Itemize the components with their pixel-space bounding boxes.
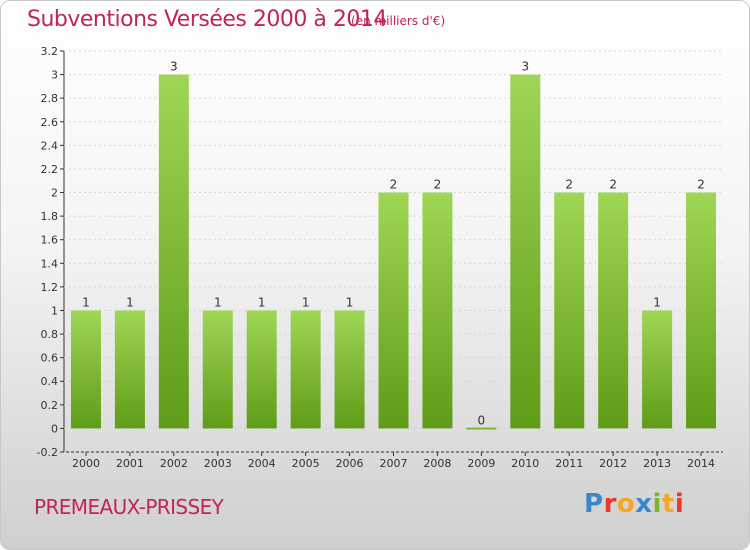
- y-tick-label: 1.8: [41, 210, 59, 223]
- y-tick-label: 1.4: [41, 257, 59, 270]
- x-tick-label: 2005: [292, 457, 320, 470]
- bar-value-label: 2: [697, 178, 705, 192]
- y-tick-label: 1.6: [41, 234, 59, 247]
- y-tick-label: 0.8: [41, 328, 59, 341]
- x-tick-label: 2010: [511, 457, 539, 470]
- x-tick-label: 2007: [380, 457, 408, 470]
- x-tick-label: 2000: [72, 457, 100, 470]
- bar-value-label: 1: [214, 295, 222, 309]
- y-tick-label: 1: [51, 304, 58, 317]
- y-tick-label: 0: [51, 422, 58, 435]
- x-tick-label: 2011: [555, 457, 583, 470]
- y-tick-label: 2.4: [41, 139, 59, 152]
- bar-value-label: 1: [302, 295, 310, 309]
- bar-value-label: 3: [521, 60, 529, 74]
- town-name: PREMEAUX-PRISSEY: [34, 495, 224, 519]
- y-tick-label: 3.2: [41, 45, 59, 58]
- bar: [290, 310, 321, 429]
- y-tick-label: 2.8: [41, 92, 59, 105]
- bar-value-label: 2: [434, 178, 442, 192]
- bar-value-label: 1: [346, 295, 354, 309]
- x-tick-label: 2013: [643, 457, 671, 470]
- x-tick-label: 2006: [336, 457, 364, 470]
- unit-label: (en milliers d'€): [351, 14, 446, 28]
- x-tick-label: 2009: [467, 457, 495, 470]
- bar-value-label: 2: [390, 178, 398, 192]
- bar: [378, 192, 409, 429]
- bar-value-label: 0: [478, 413, 486, 427]
- y-tick-label: 0.2: [41, 399, 59, 412]
- bar-value-label: 3: [170, 60, 178, 74]
- y-tick-label: 2.6: [41, 116, 59, 129]
- chart-title: Subventions Versées 2000 à 2014: [27, 7, 387, 32]
- x-tick-labels: 2000 2001 2002 2003 2004 2005 2006 2007 2008 2009…: [72, 452, 715, 470]
- y-tick-labels: -0.2 0 0.2 0.4 0.6 0.8 1 1.2 1.4 1.6 1.8 2 2.2 2.4 2.6…: [37, 45, 58, 459]
- y-tick-label: 2.2: [41, 163, 59, 176]
- bar-value-label: 2: [565, 178, 573, 192]
- x-tick-label: 2008: [423, 457, 451, 470]
- bar: [114, 310, 145, 429]
- bars: 1 1 3 1 1 1 1 2 2 0 3 2 2 1 2: [70, 60, 717, 430]
- bar-value-label: 1: [82, 295, 90, 309]
- bar: [334, 310, 365, 429]
- bar-value-label: 1: [258, 295, 266, 309]
- x-tick-label: 2014: [687, 457, 715, 470]
- proxiti-logo[interactable]: Proxiti: [584, 489, 685, 519]
- bar-value-label: 2: [609, 178, 617, 192]
- bar: [422, 192, 453, 429]
- x-tick-label: 2002: [160, 457, 188, 470]
- y-tick-label: 0.4: [41, 375, 59, 388]
- y-tick-label: -0.2: [37, 446, 58, 459]
- x-tick-label: 2004: [248, 457, 276, 470]
- bar: [554, 192, 585, 429]
- x-tick-label: 2001: [116, 457, 144, 470]
- bar: [202, 310, 233, 429]
- gridlines: [60, 50, 723, 453]
- y-tick-label: 3: [51, 69, 58, 82]
- bar: [686, 192, 717, 429]
- bar: [246, 310, 277, 429]
- bar-value-label: 1: [653, 295, 661, 309]
- x-tick-label: 2012: [599, 457, 627, 470]
- bar: [510, 74, 541, 429]
- y-tick-label: 0.6: [41, 352, 59, 365]
- bar: [642, 310, 673, 429]
- y-tick-label: 1.2: [41, 281, 59, 294]
- bar: [70, 310, 101, 429]
- y-tick-label: 2: [51, 187, 58, 200]
- bar: [158, 74, 189, 429]
- x-tick-label: 2003: [204, 457, 232, 470]
- bar: [598, 192, 629, 429]
- bar-value-label: 1: [126, 295, 134, 309]
- bar: [466, 427, 497, 430]
